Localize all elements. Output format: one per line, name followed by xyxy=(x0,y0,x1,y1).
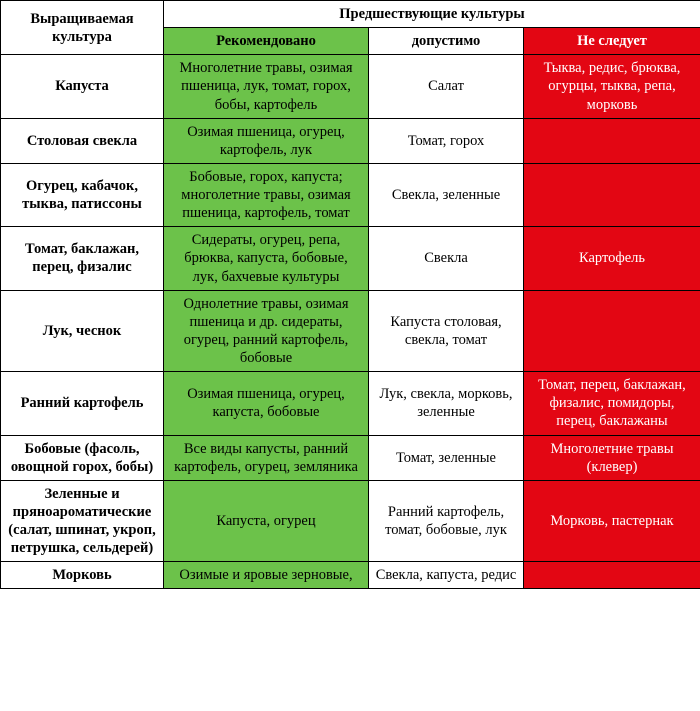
acceptable-cell: Лук, свекла, морковь, зеленные xyxy=(369,372,524,435)
acceptable-cell: Салат xyxy=(369,55,524,118)
table-row: Бобовые (фасоль, овощной горох, бобы)Все… xyxy=(1,435,700,480)
avoid-cell xyxy=(524,562,700,589)
avoid-cell xyxy=(524,118,700,163)
crop-name: Томат, баклажан, перец, физалис xyxy=(1,227,164,290)
acceptable-cell: Томат, зеленные xyxy=(369,435,524,480)
avoid-cell: Многолетние травы (клевер) xyxy=(524,435,700,480)
crop-name: Капуста xyxy=(1,55,164,118)
table-row: Огурец, кабачок, тыква, патиссоныБобовые… xyxy=(1,163,700,226)
table-row: МорковьОзимые и яровые зерновые,Свекла, … xyxy=(1,562,700,589)
recommended-cell: Многолетние травы, озимая пшеница, лук, … xyxy=(164,55,369,118)
table-row: Томат, баклажан, перец, физалисСидераты,… xyxy=(1,227,700,290)
table-header: Выращиваемая культура Предшествующие кул… xyxy=(1,1,700,55)
crop-name: Зеленные и пряноароматические (салат, шп… xyxy=(1,480,164,562)
crop-name: Огурец, кабачок, тыква, патиссоны xyxy=(1,163,164,226)
recommended-cell: Капуста, огурец xyxy=(164,480,369,562)
recommended-cell: Однолетние травы, озимая пшеница и др. с… xyxy=(164,290,369,372)
table-row: Ранний картофельОзимая пшеница, огурец, … xyxy=(1,372,700,435)
header-crop: Выращиваемая культура xyxy=(1,1,164,55)
crop-name: Морковь xyxy=(1,562,164,589)
acceptable-cell: Свекла, капуста, редис xyxy=(369,562,524,589)
header-avoid: Не следует xyxy=(524,28,700,55)
table-row: КапустаМноголетние травы, озимая пшеница… xyxy=(1,55,700,118)
recommended-cell: Сидераты, огурец, репа, брюква, капуста,… xyxy=(164,227,369,290)
table-row: Лук, чеснокОднолетние травы, озимая пшен… xyxy=(1,290,700,372)
acceptable-cell: Капуста столовая, свекла, томат xyxy=(369,290,524,372)
header-acceptable: допустимо xyxy=(369,28,524,55)
acceptable-cell: Томат, горох xyxy=(369,118,524,163)
acceptable-cell: Свекла, зеленные xyxy=(369,163,524,226)
recommended-cell: Озимая пшеница, огурец, капуста, бобовые xyxy=(164,372,369,435)
table-body: КапустаМноголетние травы, озимая пшеница… xyxy=(1,55,700,589)
header-recommended: Рекомендовано xyxy=(164,28,369,55)
header-row-1: Выращиваемая культура Предшествующие кул… xyxy=(1,1,700,28)
table-row: Зеленные и пряноароматические (салат, шп… xyxy=(1,480,700,562)
acceptable-cell: Ранний картофель, томат, бобовые, лук xyxy=(369,480,524,562)
avoid-cell: Тыква, редис, брюква, огурцы, тыква, реп… xyxy=(524,55,700,118)
acceptable-cell: Свекла xyxy=(369,227,524,290)
recommended-cell: Все виды капусты, ранний картофель, огур… xyxy=(164,435,369,480)
crop-name: Лук, чеснок xyxy=(1,290,164,372)
crop-name: Ранний картофель xyxy=(1,372,164,435)
avoid-cell: Картофель xyxy=(524,227,700,290)
avoid-cell xyxy=(524,163,700,226)
table-row: Столовая свеклаОзимая пшеница, огурец, к… xyxy=(1,118,700,163)
crop-rotation-table: Выращиваемая культура Предшествующие кул… xyxy=(0,0,700,589)
crop-name: Бобовые (фасоль, овощной горох, бобы) xyxy=(1,435,164,480)
header-group: Предшествующие культуры xyxy=(164,1,700,28)
avoid-cell xyxy=(524,290,700,372)
recommended-cell: Озимая пшеница, огурец, картофель, лук xyxy=(164,118,369,163)
avoid-cell: Морковь, пастернак xyxy=(524,480,700,562)
recommended-cell: Озимые и яровые зерновые, xyxy=(164,562,369,589)
recommended-cell: Бобовые, горох, капуста; многолетние тра… xyxy=(164,163,369,226)
crop-name: Столовая свекла xyxy=(1,118,164,163)
avoid-cell: Томат, перец, баклажан, физалис, помидор… xyxy=(524,372,700,435)
